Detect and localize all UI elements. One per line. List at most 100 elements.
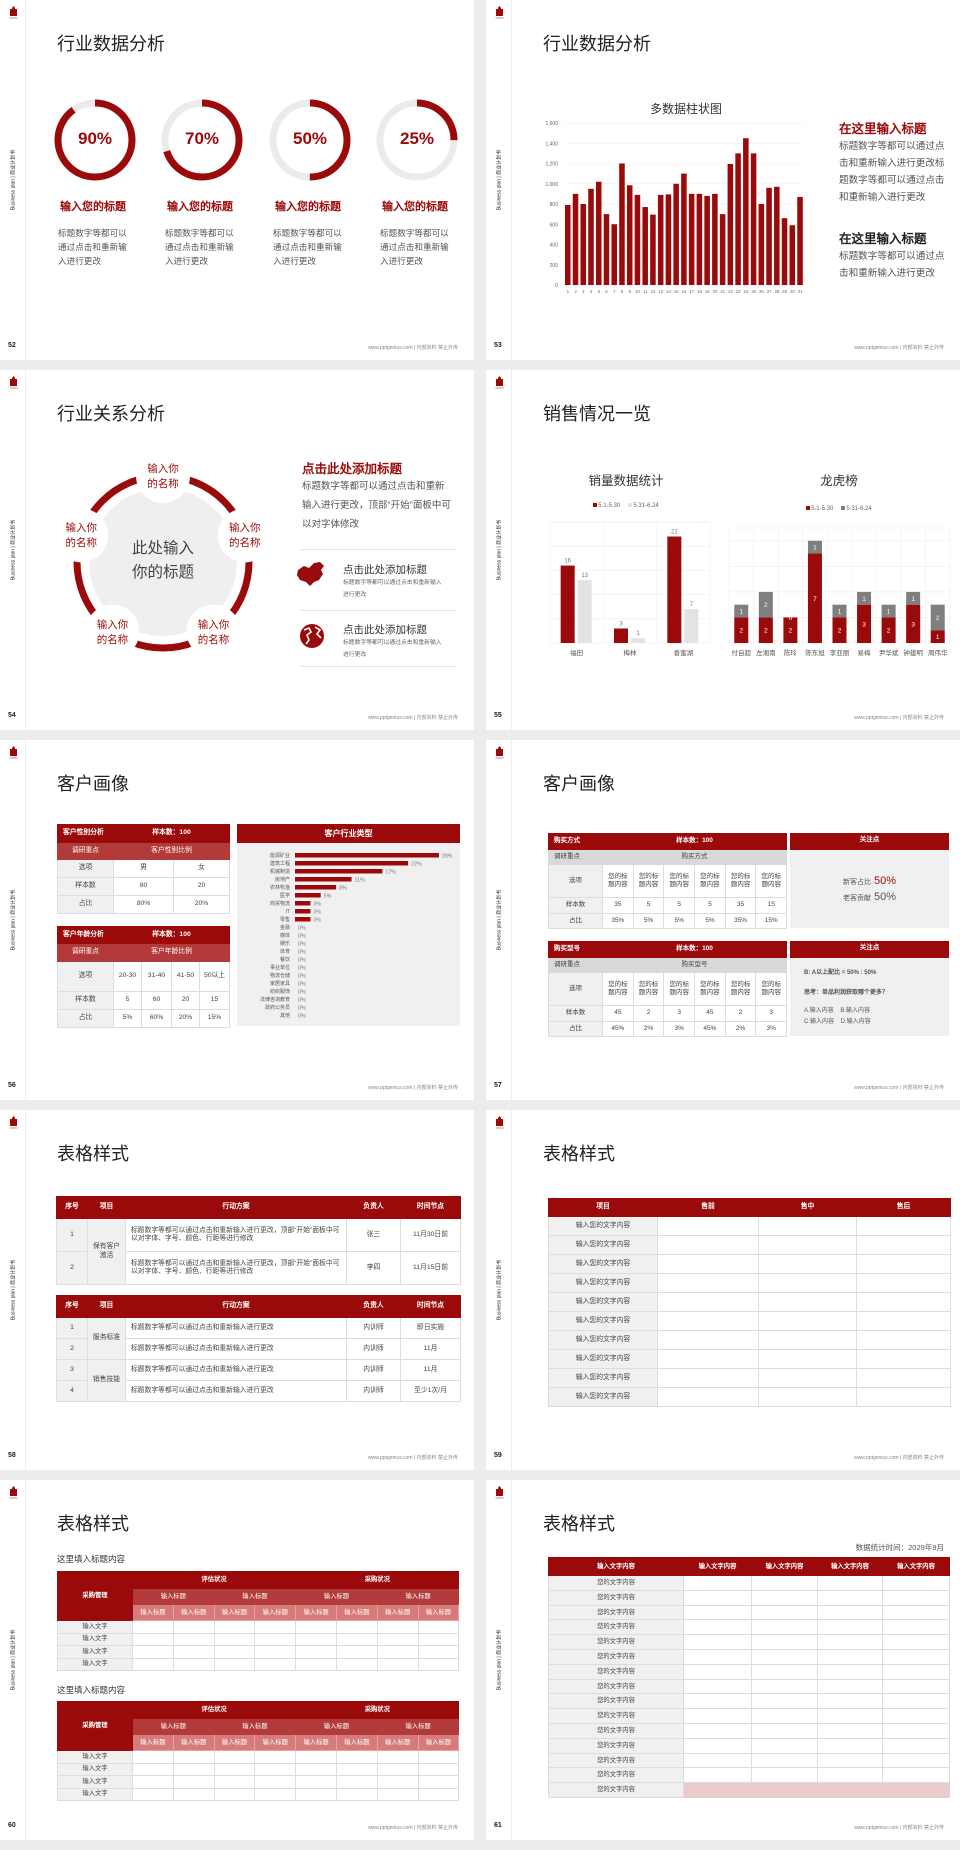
empty-cell[interactable] bbox=[882, 1722, 950, 1739]
empty-cell[interactable] bbox=[683, 1767, 752, 1784]
empty-cell[interactable] bbox=[213, 1750, 256, 1764]
empty-cell[interactable] bbox=[683, 1589, 752, 1606]
empty-cell[interactable] bbox=[751, 1767, 818, 1784]
empty-cell[interactable] bbox=[376, 1657, 419, 1671]
empty-cell[interactable] bbox=[751, 1678, 818, 1695]
empty-cell[interactable] bbox=[817, 1589, 883, 1606]
empty-cell[interactable] bbox=[817, 1678, 883, 1695]
empty-cell[interactable] bbox=[856, 1311, 951, 1331]
empty-cell[interactable] bbox=[172, 1645, 215, 1659]
empty-cell[interactable] bbox=[817, 1663, 883, 1680]
empty-cell[interactable] bbox=[882, 1663, 950, 1680]
empty-cell[interactable] bbox=[335, 1620, 378, 1634]
empty-cell[interactable] bbox=[817, 1619, 883, 1636]
empty-cell[interactable] bbox=[132, 1775, 174, 1789]
empty-cell[interactable] bbox=[882, 1737, 950, 1754]
empty-cell[interactable] bbox=[751, 1722, 818, 1739]
empty-cell[interactable] bbox=[856, 1387, 951, 1407]
empty-cell[interactable] bbox=[751, 1619, 818, 1636]
empty-cell[interactable] bbox=[657, 1330, 759, 1350]
empty-cell[interactable] bbox=[683, 1693, 752, 1710]
empty-cell[interactable] bbox=[172, 1620, 215, 1634]
empty-cell[interactable] bbox=[657, 1216, 759, 1236]
empty-cell[interactable] bbox=[758, 1349, 857, 1369]
empty-cell[interactable] bbox=[295, 1620, 337, 1634]
empty-cell[interactable] bbox=[758, 1254, 857, 1274]
empty-cell[interactable] bbox=[295, 1787, 337, 1801]
empty-cell[interactable] bbox=[172, 1775, 215, 1789]
empty-cell[interactable] bbox=[417, 1775, 460, 1789]
empty-cell[interactable] bbox=[213, 1645, 256, 1659]
empty-cell[interactable] bbox=[172, 1750, 215, 1764]
empty-cell[interactable] bbox=[254, 1787, 297, 1801]
empty-cell[interactable] bbox=[882, 1693, 950, 1710]
empty-cell[interactable] bbox=[758, 1330, 857, 1350]
empty-cell[interactable] bbox=[172, 1787, 215, 1801]
empty-cell[interactable] bbox=[683, 1722, 752, 1739]
empty-cell[interactable] bbox=[683, 1708, 752, 1724]
empty-cell[interactable] bbox=[657, 1254, 759, 1274]
empty-cell[interactable] bbox=[132, 1750, 174, 1764]
empty-cell[interactable] bbox=[758, 1292, 857, 1312]
empty-cell[interactable] bbox=[751, 1604, 818, 1621]
empty-cell[interactable] bbox=[254, 1620, 297, 1634]
empty-cell[interactable] bbox=[751, 1634, 818, 1650]
empty-cell[interactable] bbox=[817, 1604, 883, 1621]
empty-cell[interactable] bbox=[254, 1750, 297, 1764]
empty-cell[interactable] bbox=[213, 1762, 256, 1776]
empty-cell[interactable] bbox=[882, 1619, 950, 1636]
empty-cell[interactable] bbox=[417, 1645, 460, 1659]
empty-cell[interactable] bbox=[172, 1657, 215, 1671]
empty-cell[interactable] bbox=[213, 1657, 256, 1671]
empty-cell[interactable] bbox=[758, 1216, 857, 1236]
empty-cell[interactable] bbox=[882, 1589, 950, 1606]
empty-cell[interactable] bbox=[683, 1604, 752, 1621]
empty-cell[interactable] bbox=[213, 1787, 256, 1801]
empty-cell[interactable] bbox=[882, 1648, 950, 1665]
empty-cell[interactable] bbox=[657, 1273, 759, 1293]
empty-cell[interactable] bbox=[295, 1632, 337, 1646]
empty-cell[interactable] bbox=[751, 1737, 818, 1754]
empty-cell[interactable] bbox=[882, 1634, 950, 1650]
empty-cell[interactable] bbox=[758, 1311, 857, 1331]
empty-cell[interactable] bbox=[817, 1782, 883, 1798]
empty-cell[interactable] bbox=[417, 1762, 460, 1776]
empty-cell[interactable] bbox=[335, 1750, 378, 1764]
empty-cell[interactable] bbox=[376, 1775, 419, 1789]
empty-cell[interactable] bbox=[882, 1767, 950, 1784]
empty-cell[interactable] bbox=[751, 1752, 818, 1769]
empty-cell[interactable] bbox=[817, 1752, 883, 1769]
empty-cell[interactable] bbox=[254, 1645, 297, 1659]
empty-cell[interactable] bbox=[882, 1575, 950, 1591]
empty-cell[interactable] bbox=[254, 1657, 297, 1671]
empty-cell[interactable] bbox=[335, 1762, 378, 1776]
empty-cell[interactable] bbox=[758, 1273, 857, 1293]
empty-cell[interactable] bbox=[856, 1216, 951, 1236]
empty-cell[interactable] bbox=[657, 1311, 759, 1331]
empty-cell[interactable] bbox=[376, 1620, 419, 1634]
empty-cell[interactable] bbox=[254, 1632, 297, 1646]
empty-cell[interactable] bbox=[751, 1663, 818, 1680]
empty-cell[interactable] bbox=[376, 1750, 419, 1764]
empty-cell[interactable] bbox=[817, 1708, 883, 1724]
empty-cell[interactable] bbox=[254, 1762, 297, 1776]
empty-cell[interactable] bbox=[657, 1387, 759, 1407]
empty-cell[interactable] bbox=[254, 1775, 297, 1789]
empty-cell[interactable] bbox=[856, 1292, 951, 1312]
empty-cell[interactable] bbox=[213, 1620, 256, 1634]
empty-cell[interactable] bbox=[683, 1575, 752, 1591]
empty-cell[interactable] bbox=[376, 1632, 419, 1646]
empty-cell[interactable] bbox=[657, 1349, 759, 1369]
empty-cell[interactable] bbox=[683, 1782, 752, 1798]
empty-cell[interactable] bbox=[417, 1632, 460, 1646]
empty-cell[interactable] bbox=[882, 1604, 950, 1621]
empty-cell[interactable] bbox=[882, 1678, 950, 1695]
empty-cell[interactable] bbox=[751, 1708, 818, 1724]
empty-cell[interactable] bbox=[417, 1657, 460, 1671]
empty-cell[interactable] bbox=[856, 1368, 951, 1388]
empty-cell[interactable] bbox=[213, 1775, 256, 1789]
empty-cell[interactable] bbox=[856, 1273, 951, 1293]
empty-cell[interactable] bbox=[132, 1762, 174, 1776]
empty-cell[interactable] bbox=[417, 1620, 460, 1634]
empty-cell[interactable] bbox=[295, 1762, 337, 1776]
